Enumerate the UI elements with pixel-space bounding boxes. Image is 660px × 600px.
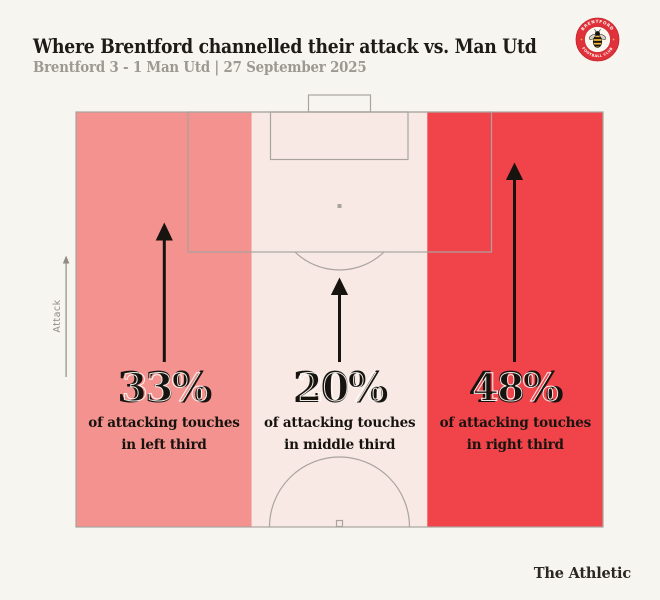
six-yard-box bbox=[269, 111, 409, 161]
arrow-right-third bbox=[505, 162, 524, 362]
center-spot bbox=[335, 519, 344, 528]
arrow-left-shaft bbox=[162, 238, 166, 362]
brentford-crest: BRENTFORD FOOTBALL CLUB bbox=[575, 17, 620, 62]
arrow-middle-shaft bbox=[338, 293, 341, 362]
zone-right-desc-line2: in right third bbox=[466, 437, 564, 453]
page-subtitle: Brentford 3 - 1 Man Utd | 27 September 2… bbox=[33, 58, 367, 76]
attack-arrows bbox=[155, 162, 524, 362]
arrow-right-shaft bbox=[513, 178, 516, 362]
zone-right-percentage-text: 48% bbox=[468, 363, 563, 412]
arrow-left-third bbox=[155, 222, 173, 362]
zone-middle-desc-line1: of attacking touches bbox=[263, 415, 416, 431]
penalty-spot bbox=[337, 204, 342, 208]
arrow-middle-head bbox=[330, 277, 349, 295]
zone-left-desc-line2: in left third bbox=[121, 437, 207, 453]
arrow-left-head bbox=[155, 222, 173, 241]
footer-brand: The Athletic bbox=[533, 565, 631, 582]
arrow-right-head bbox=[505, 162, 524, 180]
zone-label-left-third: 33% 33% of attacking touches in left thi… bbox=[76, 367, 252, 456]
goal-box bbox=[307, 94, 372, 113]
penalty-spot-group bbox=[337, 204, 342, 208]
zone-right-percentage: 48% 48% bbox=[468, 367, 563, 409]
attack-direction-label: Attack bbox=[52, 299, 63, 333]
zone-middle-percentage-text: 20% bbox=[292, 363, 388, 412]
zone-left-desc-line1: of attacking touches bbox=[88, 415, 240, 431]
attack-direction-arrowhead bbox=[62, 255, 70, 264]
attack-direction-indicator bbox=[62, 255, 70, 377]
zone-middle-percentage: 20% 20% bbox=[293, 367, 388, 409]
zone-right-desc-line1: of attacking touches bbox=[439, 415, 592, 431]
zone-left-percentage-text: 33% bbox=[117, 363, 212, 412]
zone-label-right-third: 48% 48% of attacking touches in right th… bbox=[427, 367, 603, 456]
center-circle bbox=[268, 456, 411, 528]
zone-left-percentage: 33% 33% bbox=[117, 367, 212, 409]
pitch-markings bbox=[75, 94, 604, 528]
crest-right-dot bbox=[612, 38, 615, 41]
bee-icon bbox=[588, 29, 607, 48]
attack-direction-line bbox=[65, 262, 67, 377]
crest-left-dot bbox=[580, 38, 583, 41]
arrow-middle-third bbox=[330, 277, 349, 362]
page-title: Where Brentford channelled their attack … bbox=[33, 34, 537, 59]
zone-label-middle-third: 20% 20% of attacking touches in middle t… bbox=[252, 367, 428, 456]
penalty-arc bbox=[294, 251, 385, 271]
zone-middle-desc-line2: in middle third bbox=[284, 437, 396, 453]
